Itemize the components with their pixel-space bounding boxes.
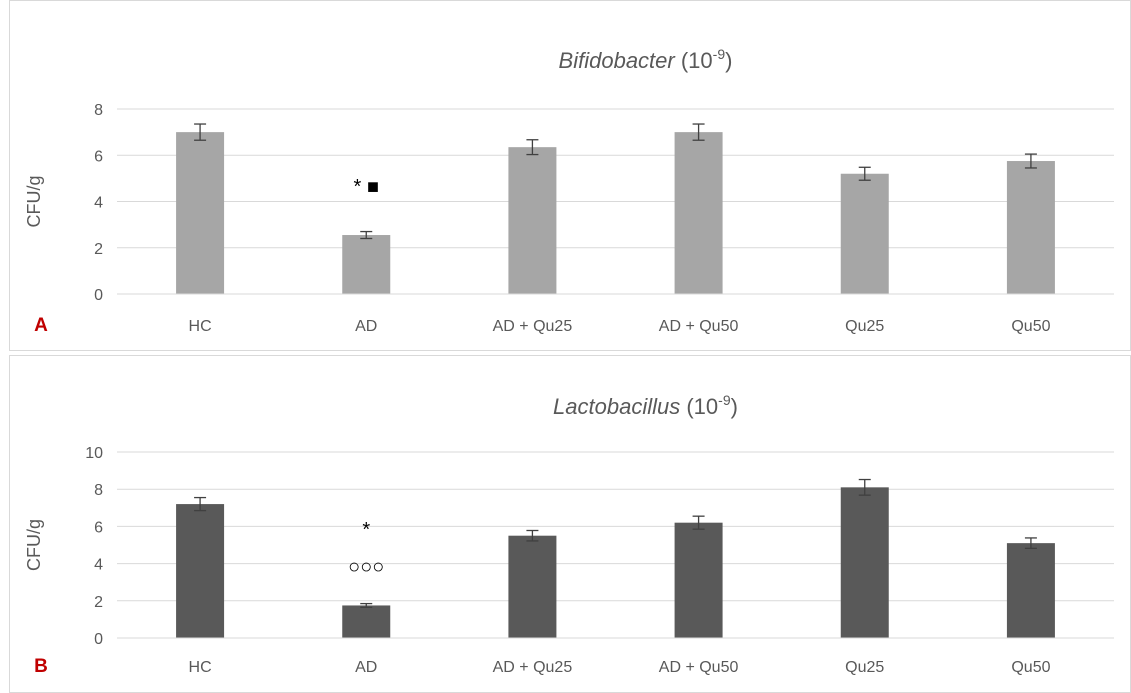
- y-tick-label: 8: [94, 482, 103, 499]
- y-tick-label: 8: [94, 102, 103, 119]
- bar-ad: [342, 235, 391, 294]
- significance-marker: * ■: [354, 176, 379, 198]
- chart-panel-a: 0 2 4 6 8 Bifidobacter (10-9) CFU/g HC AD AD + Qu…: [9, 0, 1131, 351]
- bar-ad-qu50: [674, 132, 723, 294]
- bar-ad-qu50: [674, 522, 723, 638]
- chart-title-suffix: (10: [680, 394, 718, 419]
- bar-qu50: [1006, 161, 1055, 294]
- y-tick-label: 10: [85, 445, 103, 462]
- y-axis-label: CFU/g: [24, 175, 44, 227]
- y-tick-label: 6: [94, 519, 103, 536]
- chart-title-close: ): [725, 48, 732, 73]
- chart-title-close: ): [731, 394, 738, 419]
- y-tick-label: 0: [94, 287, 103, 304]
- significance-marker: *: [362, 519, 370, 541]
- chart-title-exponent: -9: [718, 392, 731, 408]
- x-category-label: AD: [355, 318, 377, 335]
- x-category-label: AD + Qu25: [493, 659, 573, 676]
- x-category-label: Qu25: [845, 318, 884, 335]
- bar-qu25: [840, 173, 889, 294]
- y-axis-label: CFU/g: [24, 519, 44, 571]
- x-category-label: AD + Qu50: [659, 659, 739, 676]
- bar-qu25: [840, 487, 889, 638]
- x-category-label: HC: [189, 318, 212, 335]
- y-tick-label: 0: [94, 631, 103, 648]
- bar-qu50: [1006, 543, 1055, 638]
- x-category-label: HC: [189, 659, 212, 676]
- x-category-label: Qu50: [1011, 318, 1050, 335]
- x-category-label: AD: [355, 659, 377, 676]
- chart-b-svg: 0 2 4 6 8 10 Lactobacillus (10-9) CFU/g HC AD AD +…: [24, 392, 1114, 677]
- y-tick-label: 2: [94, 594, 103, 611]
- x-category-label: AD + Qu50: [659, 318, 739, 335]
- chart-panel-b: 0 2 4 6 8 10 Lactobacillus (10-9) CFU/g HC AD AD +…: [9, 355, 1131, 693]
- y-tick-label: 2: [94, 241, 103, 258]
- panel-label: A: [34, 315, 48, 336]
- chart-title: Lactobacillus (10-9): [553, 392, 738, 419]
- y-tick-label: 4: [94, 557, 103, 574]
- x-category-label: Qu50: [1011, 659, 1050, 676]
- x-category-label: AD + Qu25: [493, 318, 573, 335]
- y-tick-label: 6: [94, 148, 103, 165]
- chart-title-exponent: -9: [713, 46, 726, 62]
- bar-ad-qu25: [508, 535, 557, 638]
- chart-title-suffix: (10: [675, 48, 713, 73]
- significance-marker: ○○○: [348, 556, 384, 578]
- y-tick-label: 4: [94, 195, 103, 212]
- bar-hc: [176, 132, 225, 294]
- chart-title-italic: Lactobacillus: [553, 394, 680, 419]
- chart-a-svg: 0 2 4 6 8 Bifidobacter (10-9) CFU/g HC AD AD + Qu…: [24, 46, 1114, 336]
- x-category-label: Qu25: [845, 659, 884, 676]
- bar-hc: [176, 504, 225, 638]
- bar-ad-qu25: [508, 147, 557, 294]
- panel-label: B: [34, 656, 48, 677]
- chart-title-italic: Bifidobacter: [559, 48, 677, 73]
- bar-ad: [342, 605, 391, 638]
- chart-title: Bifidobacter (10-9): [559, 46, 733, 73]
